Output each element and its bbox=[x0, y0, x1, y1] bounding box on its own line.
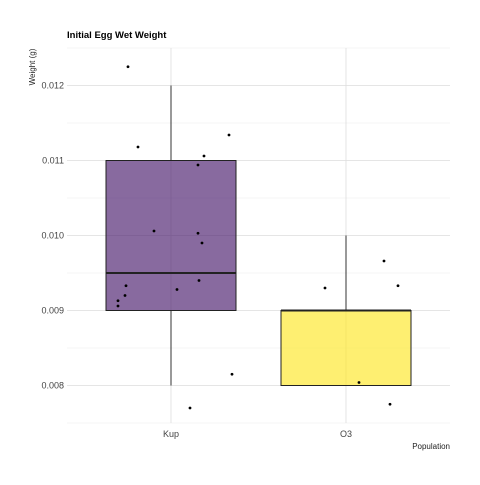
data-point bbox=[136, 145, 140, 149]
data-point bbox=[196, 231, 200, 235]
y-tick-label: 0.011 bbox=[42, 156, 64, 166]
y-tick-label: 0.012 bbox=[41, 81, 64, 91]
x-axis-label: Population bbox=[412, 442, 450, 451]
data-point bbox=[227, 133, 231, 137]
data-point bbox=[382, 259, 386, 263]
x-tick-label: O3 bbox=[340, 429, 352, 439]
data-point bbox=[396, 284, 400, 288]
y-tick-label: 0.009 bbox=[41, 306, 64, 316]
x-tick-label: Kup bbox=[163, 429, 179, 439]
data-point bbox=[175, 288, 179, 291]
data-point bbox=[357, 381, 361, 384]
data-point bbox=[200, 241, 204, 245]
data-point bbox=[152, 229, 156, 233]
data-point bbox=[323, 286, 327, 290]
box-o3 bbox=[280, 310, 412, 386]
data-point bbox=[124, 284, 128, 288]
y-tick-label: 0.010 bbox=[41, 231, 64, 241]
data-point bbox=[197, 279, 201, 282]
y-axis-label: Weight (g) bbox=[28, 48, 37, 85]
point-layer bbox=[116, 65, 400, 410]
data-point bbox=[123, 294, 127, 297]
box-layer bbox=[105, 85, 412, 386]
data-point bbox=[188, 406, 192, 410]
chart-title: Initial Egg Wet Weight bbox=[67, 30, 167, 41]
y-tick-label: 0.008 bbox=[41, 381, 64, 391]
data-point bbox=[230, 372, 234, 376]
axis-layer: 0.008 0.009 0.010 0.011 0.012 Kup O3 bbox=[41, 81, 352, 440]
data-point bbox=[126, 65, 130, 69]
data-point bbox=[116, 299, 120, 303]
data-point bbox=[388, 402, 392, 406]
data-point bbox=[202, 154, 206, 158]
data-point bbox=[116, 304, 120, 308]
box-kup bbox=[105, 160, 237, 311]
data-point bbox=[196, 163, 200, 167]
